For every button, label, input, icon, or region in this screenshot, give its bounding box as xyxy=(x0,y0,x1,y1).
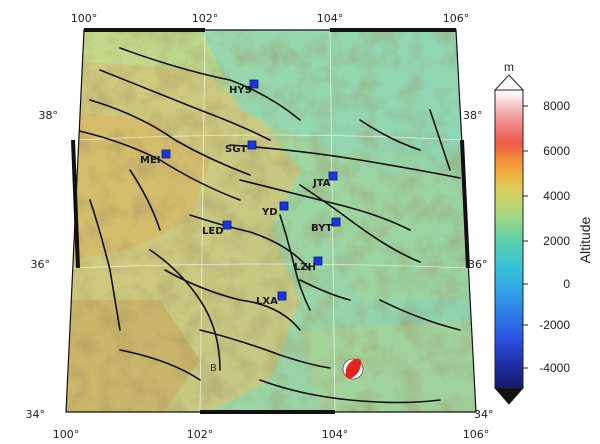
station-label-hys: HYS xyxy=(229,85,252,96)
colorbar-tick-6000: 6000 xyxy=(543,144,570,158)
lon-top-106: 106° xyxy=(443,12,470,25)
relief-map xyxy=(66,30,476,412)
station-label-jta: JTA xyxy=(312,178,331,189)
station-marker-yd[interactable] xyxy=(279,201,289,211)
station-marker-mei[interactable] xyxy=(161,149,171,159)
station-label-led: LED xyxy=(202,226,224,237)
station-marker-led[interactable] xyxy=(222,220,232,230)
station-label-yd: YD xyxy=(261,207,278,218)
lon-top-100: 100° xyxy=(71,12,98,25)
station-label-lzh: LZH xyxy=(294,262,316,273)
lat-left-34: 34° xyxy=(26,408,46,421)
station-marker-sgt[interactable] xyxy=(247,140,257,150)
lat-right-36: 36° xyxy=(468,258,488,271)
lat-right-34: 34° xyxy=(474,408,494,421)
colorbar-scale xyxy=(494,89,524,389)
lon-top-104: 104° xyxy=(317,12,344,25)
lon-bottom-100: 100° xyxy=(53,428,80,441)
fault-lines xyxy=(74,47,461,404)
colorbar-tick-8000: 8000 xyxy=(543,99,570,113)
colorbar-tick-minus-4000: -4000 xyxy=(539,361,570,375)
colorbar-tick-0: 0 xyxy=(563,277,570,291)
station-marker-hys[interactable] xyxy=(249,79,259,89)
colorbar-tick-minus-2000: -2000 xyxy=(539,318,570,332)
colorbar-unit: m xyxy=(504,60,514,74)
lon-bottom-102: 102° xyxy=(187,428,214,441)
station-marker-byt[interactable] xyxy=(331,217,341,227)
lat-left-38: 38° xyxy=(39,109,59,122)
colorbar-tick-2000: 2000 xyxy=(543,234,570,248)
station-marker-jta[interactable] xyxy=(328,171,338,181)
lon-bottom-106: 106° xyxy=(463,428,490,441)
lat-right-38: 38° xyxy=(463,109,483,122)
map-annotation: B xyxy=(210,363,217,374)
station-label-lxa: LXA xyxy=(256,296,278,307)
lon-top-102: 102° xyxy=(192,12,219,25)
station-marker-lxa[interactable] xyxy=(277,291,287,301)
station-label-mei: MEI xyxy=(140,155,161,166)
colorbar-title: Altitude xyxy=(577,216,593,263)
frame-border-ticks xyxy=(71,28,470,414)
station-label-sgt: SGT xyxy=(225,144,247,155)
colorbar-ticks xyxy=(523,105,528,369)
altitude-colorbar: m 8000 6000 4000 2000 0 -2000 -4000 Alti… xyxy=(493,60,593,405)
station-label-byt: BYT xyxy=(311,223,332,234)
lon-bottom-104: 104° xyxy=(322,428,349,441)
event-symbol[interactable] xyxy=(342,358,364,380)
colorbar-tick-4000: 4000 xyxy=(543,189,570,203)
lat-left-36: 36° xyxy=(31,258,51,271)
station-markers: HYS SGT MEI JTA YD BYT LED LZH LXA xyxy=(140,79,341,307)
station-marker-lzh[interactable] xyxy=(313,256,323,266)
